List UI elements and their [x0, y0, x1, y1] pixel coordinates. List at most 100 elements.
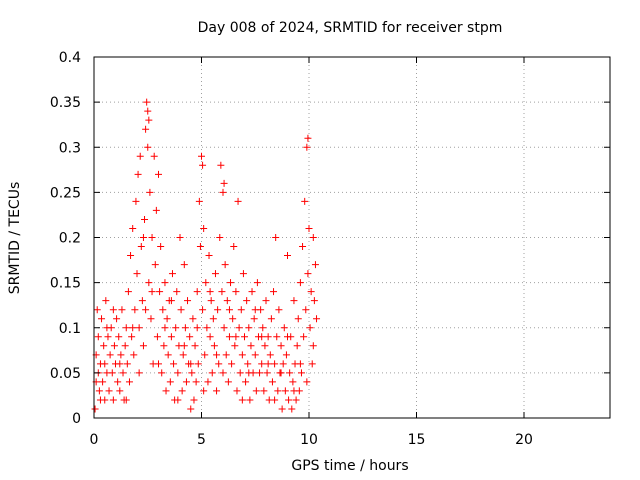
data-point — [156, 288, 164, 296]
x-tick-label: 5 — [197, 432, 206, 448]
data-point — [297, 369, 305, 377]
data-point — [243, 297, 251, 305]
data-point — [209, 315, 217, 323]
data-point — [108, 369, 116, 377]
data-point — [96, 396, 104, 404]
data-point — [202, 279, 210, 287]
data-point — [264, 360, 272, 368]
data-point — [180, 342, 188, 350]
data-point — [138, 297, 146, 305]
data-point — [100, 342, 108, 350]
data-point — [224, 378, 232, 386]
data-point — [155, 170, 162, 178]
data-point — [137, 243, 145, 251]
y-tick-label: 0.3 — [59, 140, 81, 156]
data-point — [174, 369, 182, 377]
data-point — [219, 188, 227, 196]
data-point — [133, 270, 141, 278]
data-point — [204, 378, 212, 386]
y-tick-label: 0.25 — [50, 185, 81, 201]
data-point — [184, 297, 192, 305]
data-point — [143, 98, 151, 106]
data-point — [280, 324, 288, 332]
data-point — [272, 234, 280, 241]
data-point — [296, 360, 304, 368]
data-point — [252, 387, 260, 395]
data-point — [190, 396, 198, 404]
data-point — [145, 116, 153, 124]
data-point — [109, 396, 117, 404]
data-point — [117, 351, 125, 359]
data-point — [277, 369, 285, 377]
data-point — [153, 333, 161, 341]
data-point — [193, 288, 201, 296]
data-point — [164, 351, 172, 359]
data-point — [141, 215, 149, 223]
data-point — [152, 206, 160, 214]
y-tick-label: 0.1 — [59, 321, 81, 337]
y-tick-label: 0 — [72, 411, 81, 427]
data-point — [309, 234, 317, 241]
data-point — [233, 387, 241, 395]
data-point — [293, 342, 301, 350]
data-point — [241, 333, 248, 341]
data-point — [222, 351, 230, 359]
data-point — [172, 324, 180, 332]
data-point — [273, 333, 281, 341]
data-point — [129, 224, 137, 232]
data-point — [268, 378, 276, 386]
data-point — [227, 279, 235, 287]
data-point — [264, 333, 272, 341]
data-point — [292, 396, 300, 404]
data-point — [213, 387, 221, 395]
data-point — [261, 342, 269, 350]
data-point — [148, 288, 156, 296]
data-point — [151, 261, 159, 269]
x-tick-label: 0 — [90, 432, 99, 448]
data-point — [244, 360, 252, 368]
data-point — [196, 243, 204, 251]
data-point — [91, 405, 99, 413]
data-point — [236, 369, 244, 377]
data-point — [94, 333, 102, 341]
data-point — [279, 360, 287, 368]
data-point — [270, 288, 278, 296]
data-point — [134, 170, 142, 178]
data-point — [215, 360, 223, 368]
data-point — [219, 369, 227, 377]
data-point — [203, 324, 211, 332]
data-point — [306, 324, 314, 332]
data-point — [205, 252, 213, 260]
data-point — [104, 333, 112, 341]
data-point — [267, 315, 275, 323]
data-point — [210, 342, 218, 350]
data-point — [159, 306, 167, 314]
data-point — [195, 197, 203, 205]
y-ticks: 0 0.05 0.1 0.15 0.2 0.25 0.3 0.35 0.4 — [50, 50, 610, 427]
data-point — [99, 378, 107, 386]
data-point — [144, 143, 152, 151]
data-point — [237, 306, 245, 314]
chart-title: Day 008 of 2024, SRMTID for receiver stp… — [198, 20, 503, 36]
data-point — [139, 234, 147, 241]
data-point — [234, 197, 242, 205]
data-point — [142, 306, 150, 314]
data-point — [182, 378, 190, 386]
data-point — [208, 369, 216, 377]
data-point — [218, 288, 226, 296]
data-point — [221, 261, 229, 269]
data-point — [161, 324, 169, 332]
data-point — [144, 107, 152, 115]
data-point — [180, 261, 188, 269]
data-point — [232, 288, 240, 296]
data-point — [245, 324, 253, 332]
data-point — [121, 342, 129, 350]
data-point — [122, 324, 130, 332]
data-point — [158, 369, 166, 377]
data-point — [200, 224, 208, 232]
data-point — [228, 360, 236, 368]
data-point — [201, 351, 209, 359]
data-point — [125, 378, 133, 386]
data-point — [198, 152, 205, 160]
y-tick-label: 0.4 — [59, 50, 81, 66]
